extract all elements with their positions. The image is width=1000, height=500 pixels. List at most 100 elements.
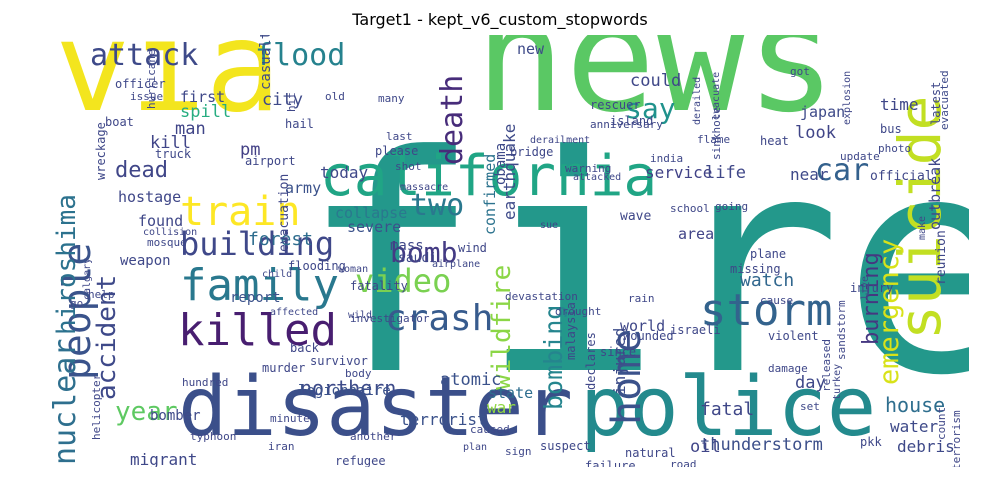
cloud-word-home: home: [604, 329, 650, 425]
cloud-word-kill: kill: [150, 133, 191, 153]
cloud-word-bomber: bomber: [150, 408, 201, 424]
cloud-word-car: car: [815, 153, 869, 188]
cloud-word-israeli: israeli: [670, 323, 721, 337]
cloud-word-flooding: flooding: [288, 259, 346, 273]
cloud-word-make: make: [917, 216, 928, 240]
cloud-word-hail: hail: [285, 117, 314, 131]
cloud-word-dead: dead: [115, 158, 168, 183]
cloud-word-service: service: [645, 163, 712, 182]
cloud-word-child: child: [262, 269, 292, 280]
cloud-word-body: body: [345, 367, 372, 380]
cloud-word-crash: crash: [385, 298, 493, 339]
cloud-word-plan: plan: [463, 442, 487, 453]
cloud-word-state: state: [488, 384, 533, 402]
cloud-word-house: house: [885, 393, 945, 417]
cloud-word-man: man: [175, 119, 206, 139]
chart-title: Target1 - kept_v6_custom_stopwords: [352, 10, 648, 29]
cloud-word-evacuate: evacuate: [711, 72, 722, 120]
cloud-word-india: india: [650, 152, 683, 165]
cloud-word-bomb: bomb: [390, 236, 457, 269]
cloud-word-today: today: [320, 163, 369, 182]
cloud-word-emergency: emergency: [874, 239, 905, 385]
cloud-word-wind: wind: [458, 241, 487, 255]
cloud-word-survivor: survivor: [310, 354, 368, 368]
cloud-word-anniversary: anniversary: [590, 118, 663, 131]
cloud-word-new: new: [517, 40, 545, 58]
cloud-word-california: california: [320, 144, 657, 209]
cloud-word-old: old: [325, 90, 345, 103]
cloud-word-day: day: [795, 373, 826, 393]
cloud-word-weapon: weapon: [120, 253, 171, 269]
cloud-word-watch: watch: [740, 270, 794, 291]
cloud-word-live: live: [860, 276, 871, 300]
cloud-word-typhoon: typhoon: [190, 430, 236, 443]
cloud-word-suicide: suicide: [886, 96, 954, 340]
cloud-word-derailed: derailed: [692, 77, 703, 125]
cloud-word-rain: rain: [628, 292, 655, 305]
cloud-word-evacuated: evacuated: [938, 70, 951, 130]
cloud-word-accident: accident: [92, 275, 122, 400]
cloud-word-going: going: [715, 200, 748, 213]
cloud-word-released: released: [820, 339, 833, 392]
cloud-word-attack: attack: [90, 38, 198, 73]
cloud-word-say: say: [625, 92, 676, 125]
cloud-word-thunderstorm: thunderstorm: [700, 435, 823, 455]
cloud-word-mosque: mosque: [147, 236, 187, 249]
cloud-word-building: building: [180, 225, 334, 263]
cloud-word-sue: sue: [540, 220, 558, 231]
cloud-word-northern: northern: [300, 376, 396, 400]
cloud-word-wreckage: wreckage: [94, 122, 108, 180]
cloud-word-airport: airport: [245, 154, 296, 168]
cloud-word-pm: pm: [240, 140, 260, 160]
cloud-word-collision: collision: [143, 227, 197, 238]
cloud-word-wild: wild: [348, 310, 372, 321]
cloud-word-reunion: reunion: [934, 230, 949, 285]
cloud-word-declares: declares: [584, 332, 598, 390]
cloud-word-caused: caused: [470, 423, 510, 436]
cloud-word-burning: burning: [859, 252, 884, 345]
cloud-word-school: school: [670, 202, 710, 215]
cloud-word-attacked: attacked: [573, 172, 621, 183]
cloud-word-back: back: [290, 341, 320, 355]
cloud-word-saudi: saudi: [398, 251, 437, 266]
cloud-word-collapse: collapse: [335, 204, 407, 222]
cloud-word-water: water: [890, 417, 939, 436]
cloud-word-news: news: [475, 35, 836, 146]
cloud-word-massacre: massacre: [400, 182, 448, 193]
cloud-word-life: life: [705, 163, 746, 183]
cloud-word-pkk: pkk: [860, 435, 882, 449]
cloud-word-update: update: [840, 150, 880, 163]
cloud-word-bus: bus: [880, 122, 902, 136]
cloud-word-nuclear: nuclear: [48, 339, 83, 465]
cloud-word-violent: violent: [768, 329, 819, 343]
cloud-word-fire: fire: [300, 92, 969, 441]
cloud-word-terrorism: terrorism: [950, 410, 963, 467]
cloud-word-wave: wave: [620, 209, 651, 224]
cloud-word-via: via: [55, 35, 281, 140]
cloud-word-obama: obama: [493, 143, 509, 185]
cloud-word-sign: sign: [505, 445, 532, 458]
cloud-word-help: help: [88, 288, 115, 301]
cloud-word-storm: storm: [700, 285, 832, 336]
cloud-word-fatality: fatality: [350, 279, 408, 293]
cloud-word-city: city: [262, 90, 303, 110]
cloud-word-killed: killed: [178, 305, 337, 356]
cloud-word-calgary: calgary: [82, 258, 93, 300]
cloud-word-iran: iran: [268, 440, 295, 453]
cloud-word-malaysia: malaysia: [564, 302, 578, 360]
cloud-word-japan: japan: [800, 103, 845, 121]
cloud-word-issue: issue: [130, 90, 163, 103]
cloud-word-affected: affected: [270, 307, 318, 318]
cloud-word-wildfire: wildfire: [487, 265, 517, 390]
cloud-word-derailment: derailment: [530, 135, 590, 146]
cloud-word-turkey: turkey: [832, 364, 843, 400]
cloud-word-bombing: bombing: [539, 305, 568, 410]
cloud-word-truck: truck: [155, 147, 192, 161]
cloud-word-boat: boat: [105, 115, 134, 129]
cloud-word-people: people: [55, 243, 99, 380]
cloud-word-refugee: refugee: [335, 454, 386, 467]
cloud-word-wounded: wounded: [623, 329, 674, 343]
cloud-word-shot: shot: [395, 160, 422, 173]
cloud-word-police: police: [580, 360, 876, 455]
cloud-word-investigator: investigator: [350, 312, 430, 325]
